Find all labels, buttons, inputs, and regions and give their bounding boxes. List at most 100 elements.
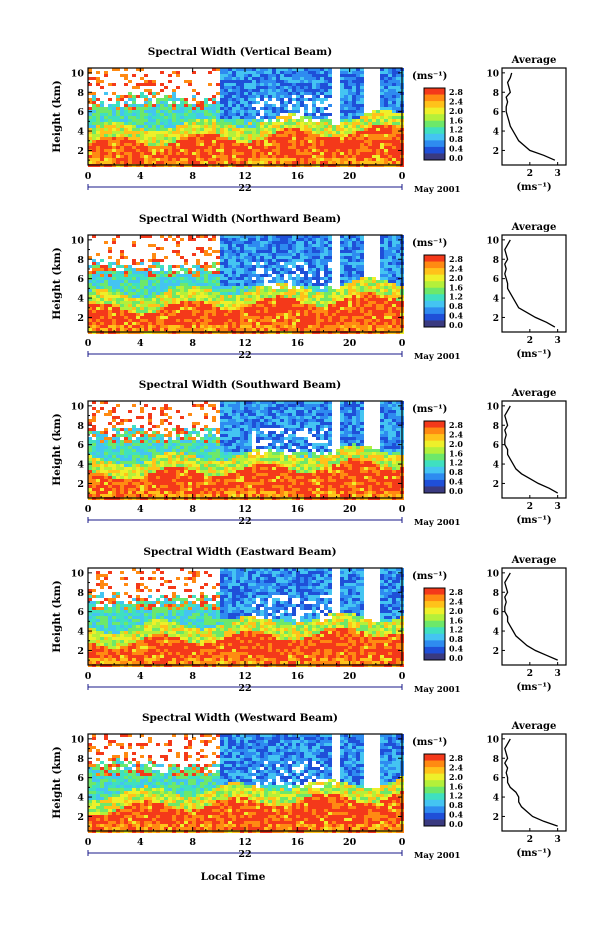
heatmap-cell — [348, 301, 352, 304]
heatmap-cell — [392, 101, 396, 104]
heatmap-cell — [340, 274, 344, 277]
heatmap-cell — [176, 280, 180, 283]
heatmap-cell — [344, 161, 348, 164]
heatmap-cell — [300, 140, 304, 143]
heatmap-cell — [380, 74, 384, 77]
heatmap-cell — [288, 238, 292, 241]
heatmap-cell — [376, 301, 380, 304]
heatmap-cell — [92, 286, 96, 289]
heatmap-cell — [240, 77, 244, 80]
heatmap-cell — [276, 247, 280, 250]
heatmap-cell — [184, 313, 188, 316]
heatmap-cell — [116, 452, 120, 455]
heatmap-cell — [268, 143, 272, 146]
heatmap-cell — [264, 298, 268, 301]
heatmap-cell — [292, 250, 296, 253]
heatmap-cell — [120, 434, 124, 437]
heatmap-cell — [280, 259, 284, 262]
heatmap-cell — [236, 95, 240, 98]
heatmap-cell — [240, 313, 244, 316]
heatmap-cell — [252, 247, 256, 250]
heatmap-cell — [300, 316, 304, 319]
heatmap-cell — [236, 271, 240, 274]
heatmap-cell — [152, 316, 156, 319]
heatmap-cell — [268, 137, 272, 140]
heatmap-cell — [296, 158, 300, 161]
heatmap-cell — [396, 104, 400, 107]
heatmap-cell — [228, 128, 232, 131]
heatmap-cell — [212, 107, 216, 110]
heatmap-cell — [104, 413, 108, 416]
heatmap-cell — [380, 122, 384, 125]
heatmap-cell — [252, 283, 256, 286]
heatmap-cell — [108, 443, 112, 446]
heatmap-cell — [92, 122, 96, 125]
heatmap-cell — [308, 256, 312, 259]
heatmap-cell — [340, 131, 344, 134]
colorbar-tick-label: 0.4 — [449, 311, 463, 321]
heatmap-cell — [256, 119, 260, 122]
heatmap-cell — [364, 146, 368, 149]
heatmap-cell — [324, 119, 328, 122]
heatmap-cell — [324, 301, 328, 304]
heatmap-cell — [276, 298, 280, 301]
heatmap-cell — [348, 158, 352, 161]
heatmap-cell — [304, 286, 308, 289]
heatmap-cell — [308, 143, 312, 146]
heatmap-cell — [312, 262, 316, 265]
heatmap-cell — [240, 89, 244, 92]
heatmap-cell — [380, 149, 384, 152]
heatmap-cell — [316, 247, 320, 250]
heatmap-cell — [116, 292, 120, 295]
heatmap-cell — [272, 325, 276, 328]
heatmap-cell — [312, 298, 316, 301]
heatmap-cell — [104, 92, 108, 95]
heatmap-cell — [256, 280, 260, 283]
heatmap-cell — [288, 256, 292, 259]
heatmap-cell — [192, 137, 196, 140]
heatmap-cell — [112, 440, 116, 443]
heatmap-cell — [252, 71, 256, 74]
heatmap-cell — [148, 286, 152, 289]
heatmap-cell — [240, 161, 244, 164]
heatmap-cell — [384, 301, 388, 304]
heatmap-cell — [188, 277, 192, 280]
heatmap-cell — [156, 125, 160, 128]
heatmap-cell — [276, 322, 280, 325]
heatmap-cell — [212, 155, 216, 158]
heatmap-cell — [324, 298, 328, 301]
heatmap-cell — [328, 256, 332, 259]
heatmap-cell — [236, 140, 240, 143]
heatmap-cell — [156, 274, 160, 277]
heatmap-cell — [288, 235, 292, 238]
heatmap-cell — [136, 473, 140, 476]
heatmap-cell — [156, 107, 160, 110]
heatmap-cell — [88, 310, 92, 313]
heatmap-cell — [120, 473, 124, 476]
heatmap-cell — [224, 280, 228, 283]
heatmap-cell — [120, 316, 124, 319]
heatmap-cell — [220, 295, 224, 298]
heatmap-cell — [244, 301, 248, 304]
heatmap-cell — [384, 274, 388, 277]
heatmap-cell — [100, 134, 104, 137]
heatmap-cell — [140, 104, 144, 107]
heatmap-cell — [140, 152, 144, 155]
heatmap-cell — [124, 68, 128, 71]
heatmap-cell — [396, 325, 400, 328]
heatmap-cell — [104, 452, 108, 455]
heatmap-cell — [88, 146, 92, 149]
heatmap-cell — [108, 307, 112, 310]
heatmap-cell — [120, 274, 124, 277]
heatmap-cell — [324, 325, 328, 328]
heatmap-cell — [316, 161, 320, 164]
heatmap-cell — [344, 313, 348, 316]
heatmap-cell — [264, 131, 268, 134]
heatmap-cell — [92, 482, 96, 485]
heatmap-cell — [224, 277, 228, 280]
heatmap-cell — [128, 268, 132, 271]
heatmap-cell — [320, 283, 324, 286]
heatmap-cell — [344, 116, 348, 119]
heatmap-cell — [324, 125, 328, 128]
heatmap-cell — [268, 313, 272, 316]
